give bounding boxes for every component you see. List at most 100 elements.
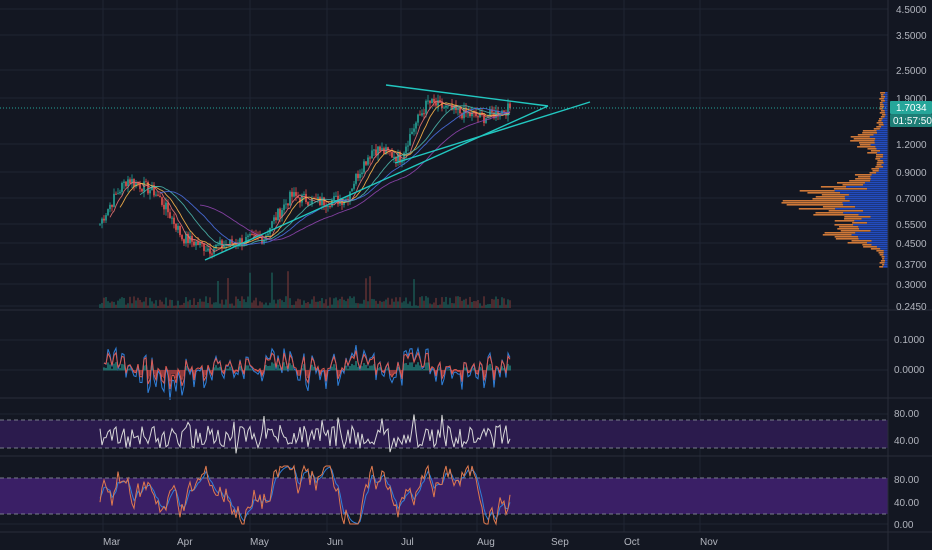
macd-histogram-bar (211, 370, 213, 375)
lower-trendline-1[interactable] (204, 105, 549, 261)
macd-histogram-bar (489, 363, 491, 371)
macd-histogram-bar (145, 364, 147, 371)
volume-bar (309, 303, 311, 308)
macd-histogram-bar (285, 366, 287, 371)
candle-body (121, 182, 123, 192)
candle-body (437, 100, 439, 106)
moving-average-line (139, 105, 511, 247)
volume-profile-buy (871, 174, 888, 176)
countdown-value: 01:57:50 (893, 116, 932, 127)
candle-body (371, 150, 373, 159)
volume-profile-buy (835, 208, 888, 210)
candle-body (335, 195, 337, 197)
volume-profile-buy (883, 250, 888, 252)
volume-profile-buy (884, 264, 888, 266)
candle-body (285, 203, 287, 205)
candle-body (283, 204, 285, 211)
current-price-value: 1.7034 (896, 103, 927, 114)
volume-bar (183, 302, 185, 308)
macd-histogram-bar (371, 365, 373, 371)
volume-profile-buy (844, 196, 888, 198)
volume-profile (781, 92, 888, 268)
macd-histogram-bar (367, 368, 369, 371)
macd-signal-line (103, 350, 511, 390)
volume-bar (463, 299, 465, 308)
macd-histogram-bar (417, 362, 419, 371)
volume-profile-buy (848, 194, 888, 196)
price-axis[interactable]: 4.5000 3.5000 2.5000 1.9000 1.2000 0.900… (890, 5, 932, 313)
macd-panel[interactable] (103, 345, 511, 401)
volume-bar (175, 305, 177, 308)
volume-bar (491, 298, 493, 308)
volume-profile-sell (881, 114, 886, 116)
volume-bar (443, 301, 445, 308)
volume-profile-buy (858, 214, 888, 216)
volume-bar (475, 301, 477, 308)
macd-histogram-bar (115, 362, 117, 371)
macd-histogram-bar (269, 365, 271, 371)
macd-histogram-bar (265, 364, 267, 371)
volume-bar (315, 301, 317, 308)
macd-histogram-bar (441, 370, 443, 376)
volume-bar (357, 303, 359, 308)
current-price-tag (890, 101, 932, 114)
volume-profile-sell (879, 262, 885, 264)
volume-profile-sell (880, 96, 886, 98)
macd-histogram-bar (213, 367, 215, 371)
time-label: Sep (551, 537, 569, 548)
candle-body (103, 218, 105, 221)
volume-profile-sell (807, 192, 841, 194)
candle-body (197, 241, 199, 246)
macd-histogram-bar (111, 368, 113, 371)
rsi-panel[interactable] (0, 414, 888, 454)
volume-bar (117, 300, 119, 308)
candle-body (205, 250, 207, 252)
candle-body (193, 241, 195, 246)
candle-body (507, 103, 509, 116)
macd-histogram-bar (349, 366, 351, 371)
lower-trendline-2[interactable] (394, 101, 591, 164)
volume-profile-sell (876, 162, 884, 164)
macd-histogram-bar (179, 370, 181, 374)
macd-histogram-bar (247, 365, 249, 371)
macd-histogram-bar (229, 366, 231, 371)
macd-histogram-bar (303, 364, 305, 371)
volume-bar (153, 303, 155, 308)
candle-body (363, 161, 365, 173)
candle-body (323, 197, 325, 206)
volume-profile-buy (883, 254, 888, 256)
volume-profile-sell (880, 260, 886, 262)
candle-body (499, 115, 501, 117)
volume-bar (403, 301, 405, 308)
price-label: 0.3700 (896, 260, 927, 271)
volume-profile-sell (879, 98, 884, 100)
macd-histogram-bar (351, 363, 353, 371)
volume-profile-sell (844, 218, 862, 220)
candle-body (279, 208, 281, 218)
candle-body (375, 149, 377, 156)
volume-profile-buy (874, 140, 888, 142)
candle-body (409, 134, 411, 146)
volume-bar (149, 297, 151, 308)
volume-bar (115, 304, 117, 308)
upper-trendline[interactable] (385, 84, 549, 107)
volume-bar (397, 301, 399, 308)
candle-body (265, 235, 267, 240)
candle-body (435, 102, 437, 106)
stoch-axis: 80.00 40.00 0.00 (894, 475, 919, 531)
time-axis[interactable]: Mar Apr May Jun Jul Aug Sep Oct Nov (103, 537, 718, 548)
candle-body (203, 243, 205, 251)
volume-bar (129, 296, 131, 308)
volume-profile-buy (876, 148, 888, 150)
volume-bar (127, 303, 129, 308)
price-panel[interactable] (0, 84, 888, 308)
volume-profile-buy (843, 212, 888, 214)
volume-profile-buy (864, 182, 888, 184)
volume-profile-buy (884, 106, 888, 108)
macd-histogram-bar (455, 370, 457, 372)
candle-body (383, 148, 385, 154)
candle-body (303, 193, 305, 195)
stochastic-panel[interactable] (0, 464, 888, 526)
volume-bar (361, 303, 363, 308)
